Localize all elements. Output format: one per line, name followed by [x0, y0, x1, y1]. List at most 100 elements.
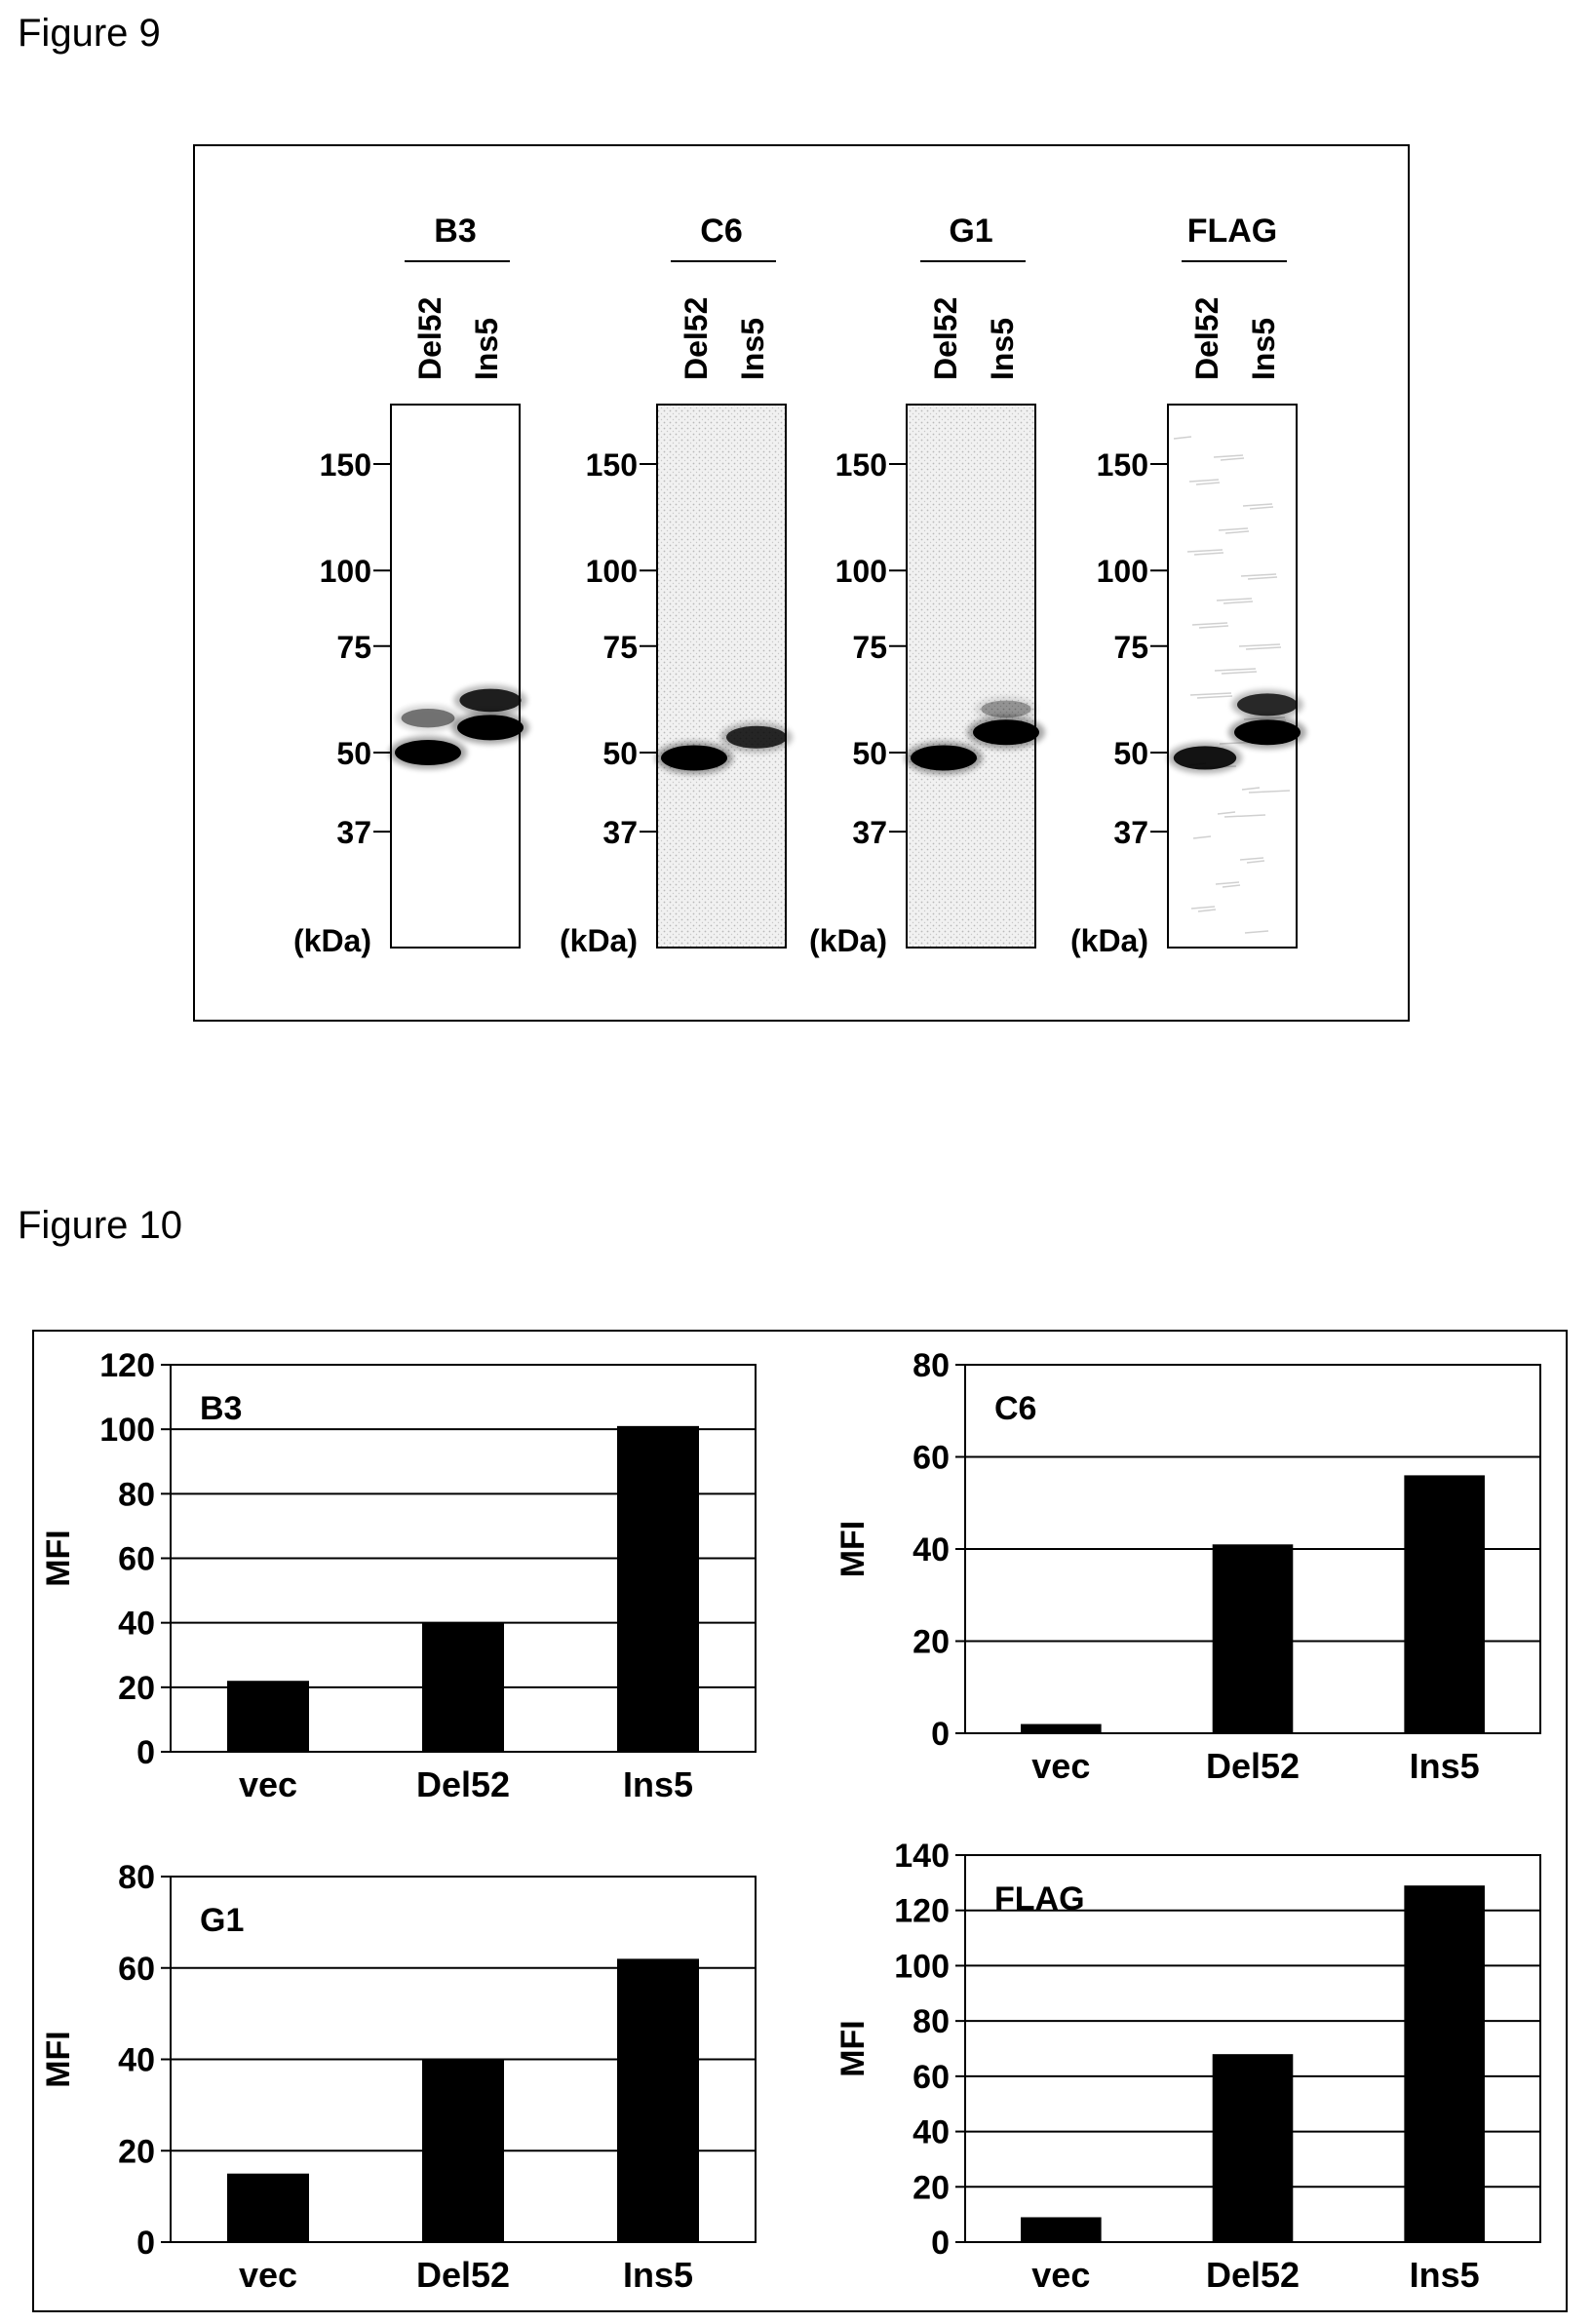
- y-axis-label: MFI: [835, 2020, 872, 2077]
- antibody-label: C6: [700, 213, 742, 250]
- y-tick-label: 20: [118, 2133, 155, 2170]
- marker-label: 75: [1113, 630, 1148, 665]
- membrane-streak: [1244, 930, 1269, 934]
- y-tick-label: 40: [118, 1606, 155, 1643]
- bar-chart-b3: 0 20 40 60 80 100 120 vec Del52 Ins5 B3 MFI: [40, 1347, 757, 1804]
- membrane-streak: [1246, 860, 1265, 864]
- bar-ins5: [617, 1958, 699, 2242]
- bar-del52: [422, 1622, 504, 1752]
- chart-label: C6: [994, 1390, 1036, 1427]
- lane-label: Del52: [928, 297, 963, 380]
- antibody-label: FLAG: [1187, 213, 1278, 250]
- marker-label: 50: [852, 736, 887, 771]
- blot-b3: B3 Del52 Ins5 150 100 75 50 37 (kDa): [293, 213, 529, 958]
- x-tick-label: vec: [1031, 2255, 1090, 2295]
- marker-label: 75: [602, 630, 638, 665]
- x-tick-label: Del52: [416, 1764, 510, 1804]
- membrane-streak: [1215, 881, 1240, 885]
- blot-membrane: [1167, 404, 1298, 949]
- membrane-streak: [1242, 503, 1273, 507]
- membrane-streak: [1240, 573, 1277, 577]
- band: [401, 708, 455, 728]
- membrane-streak: [1213, 454, 1244, 458]
- membrane-streak: [1248, 790, 1291, 794]
- x-tick-label: Ins5: [1410, 1746, 1480, 1786]
- membrane-streak: [1220, 457, 1245, 461]
- bar-vec: [1021, 1724, 1102, 1733]
- blot-g1: G1 Del52 Ins5 150 100 75 50 37 (kDa): [809, 213, 1045, 958]
- y-tick-label: 0: [136, 1734, 155, 1771]
- membrane-streak: [1190, 906, 1216, 910]
- unit-label: (kDa): [1070, 923, 1148, 958]
- membrane-streak: [1239, 857, 1264, 861]
- lane-label: Ins5: [469, 318, 504, 380]
- y-axis-label: MFI: [40, 2031, 77, 2088]
- y-tick-label: 80: [912, 2003, 950, 2040]
- marker-label: 37: [852, 815, 887, 850]
- y-tick-label: 40: [912, 2114, 950, 2151]
- membrane-streak: [1223, 814, 1266, 818]
- y-tick-label: 60: [912, 2059, 950, 2096]
- membrane-streak: [1197, 909, 1217, 912]
- x-tick-label: vec: [239, 2255, 297, 2295]
- band: [973, 719, 1039, 746]
- y-tick-label: 0: [931, 1716, 950, 1753]
- western-blot-svg: B3 Del52 Ins5 150 100 75 50 37 (kDa) C6 Del52 Ins5 1…: [293, 213, 1306, 958]
- membrane-streak: [1245, 646, 1282, 650]
- antibody-label: G1: [949, 213, 992, 250]
- membrane-streak: [1195, 482, 1221, 485]
- marker-label: 50: [1113, 736, 1148, 771]
- bar-charts-svg: 0 20 40 60 80 100 120 vec Del52 Ins5 B3 MFI 0 20 40 60 8…: [40, 1347, 1541, 2295]
- bar-ins5: [617, 1425, 699, 1752]
- y-tick-label: 20: [118, 1670, 155, 1707]
- y-tick-label: 60: [118, 1951, 155, 1988]
- x-tick-label: Ins5: [1410, 2255, 1480, 2295]
- band-halo: [975, 696, 1037, 722]
- membrane-streak: [1241, 787, 1261, 791]
- membrane-streak: [1192, 835, 1212, 839]
- x-tick-label: Ins5: [623, 1764, 693, 1804]
- lane-label: Del52: [412, 297, 447, 380]
- y-axis-label: MFI: [835, 1521, 872, 1578]
- y-tick-label: 60: [118, 1541, 155, 1578]
- bar-vec: [227, 1681, 309, 1752]
- y-tick-label: 0: [931, 2225, 950, 2262]
- band: [1234, 719, 1301, 746]
- y-tick-label: 80: [912, 1347, 950, 1384]
- marker-label: 100: [586, 554, 638, 589]
- lane-label: Ins5: [985, 318, 1020, 380]
- x-tick-label: Del52: [1206, 1746, 1300, 1786]
- marker-label: 75: [852, 630, 887, 665]
- bar-del52: [422, 2059, 504, 2242]
- membrane-streak: [1249, 506, 1274, 510]
- bar-del52: [1212, 2054, 1294, 2242]
- bar-vec: [227, 2173, 309, 2242]
- unit-label: (kDa): [293, 923, 371, 958]
- band: [911, 745, 977, 771]
- membrane-streak: [1193, 552, 1224, 556]
- membrane-streak: [1191, 622, 1228, 626]
- marker-label: 75: [336, 630, 371, 665]
- membrane-streak: [1173, 436, 1192, 440]
- band: [395, 740, 461, 765]
- membrane-streak: [1238, 643, 1281, 647]
- membrane-streak: [1186, 549, 1223, 553]
- lane-label: Del52: [1189, 297, 1224, 380]
- blot-c6: C6 Del52 Ins5 150 100 75 50 37 (kDa): [560, 213, 793, 958]
- marker-label: 150: [586, 447, 638, 483]
- bar-vec: [1021, 2217, 1102, 2242]
- marker-label: 150: [1097, 447, 1148, 483]
- bar-chart-g1: 0 20 40 60 80 vec Del52 Ins5 G1 MFI: [40, 1859, 757, 2295]
- membrane-streak: [1221, 671, 1258, 675]
- y-tick-label: 60: [912, 1440, 950, 1477]
- band: [1173, 746, 1237, 770]
- lane-label: Ins5: [1246, 318, 1281, 380]
- membrane-streak: [1247, 576, 1278, 580]
- bar-ins5: [1404, 1475, 1485, 1733]
- x-tick-label: Del52: [1206, 2255, 1300, 2295]
- y-tick-label: 80: [118, 1859, 155, 1896]
- figure-10-panel: 0 20 40 60 80 100 120 vec Del52 Ins5 B3 MFI 0 20 40 60 8…: [32, 1330, 1568, 2312]
- marker-label: 150: [835, 447, 887, 483]
- y-tick-label: 100: [99, 1412, 155, 1449]
- x-tick-label: vec: [1031, 1746, 1090, 1786]
